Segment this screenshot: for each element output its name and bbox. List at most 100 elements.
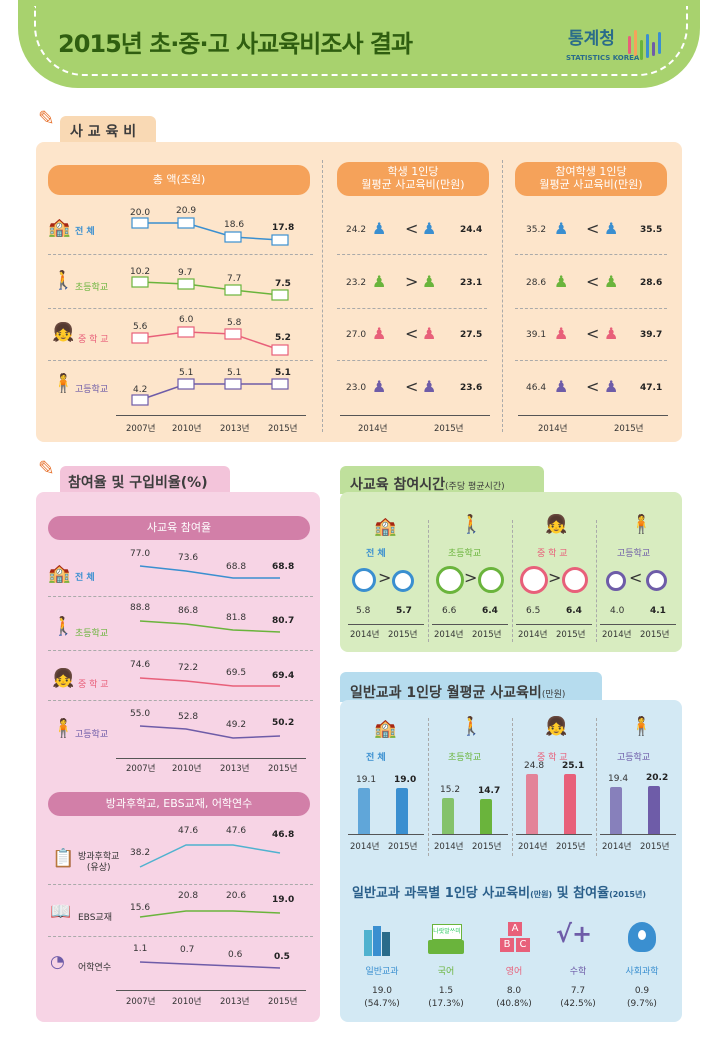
high-student-icon: 🧍	[630, 716, 653, 737]
participant-2014: 28.6	[526, 278, 547, 288]
ebs-book-icon: 📖	[50, 902, 72, 922]
total-value: 6.0	[179, 315, 194, 325]
school-icon: 🏫	[374, 718, 397, 739]
total-value: 20.0	[130, 208, 151, 218]
participant-2015: 28.6	[640, 278, 663, 288]
general-bar-label: 19.1	[356, 775, 377, 786]
subject-rate: (17.3%)	[428, 999, 464, 1009]
clock-icon	[392, 570, 414, 592]
student-2015: 27.5	[460, 330, 483, 340]
subject-title: 일반교과 과목별 1인당 사교육비(만원) 및 참여율(2015년)	[352, 886, 647, 901]
school-icon: 🏫	[374, 516, 397, 537]
rate-value: 88.8	[130, 603, 151, 613]
time-value: 6.5	[526, 606, 541, 616]
year-label: 2015년	[640, 842, 670, 852]
middle-student-icon: 👧	[545, 514, 568, 535]
general-tab	[340, 672, 602, 702]
general-bar	[610, 787, 622, 834]
row-label-elementary: 초등학교	[75, 629, 109, 639]
compare-sign: >	[464, 568, 478, 587]
general-bar-label: 14.7	[478, 785, 501, 796]
header-banner	[18, 0, 700, 88]
compare-sign: <	[586, 324, 600, 343]
logo-subtitle: STATISTICS KOREA	[566, 54, 640, 62]
year-label: 2014년	[358, 424, 388, 434]
time-value: 5.8	[356, 606, 371, 616]
row-label-middle: 중 학 교	[78, 680, 109, 690]
subject-value: 8.0	[506, 986, 522, 996]
row-label-ebs: EBS교재	[78, 913, 112, 923]
purchase-value: 47.6	[226, 826, 247, 836]
spend-section-title: 사 교 육 비	[70, 124, 137, 140]
row-label-total: 전 체	[75, 573, 95, 583]
rate-value: 52.8	[178, 712, 199, 722]
row-label-elementary: 초등학교	[75, 283, 109, 293]
participant-2014: 46.4	[526, 383, 547, 393]
compare-sign: <	[586, 377, 600, 396]
clock-icon	[646, 570, 667, 591]
student-icon: ♟	[372, 272, 387, 291]
participant-header: 참여학생 1인당 월평균 사교육비(만원)	[515, 162, 667, 196]
high-student-icon: 🧍	[52, 718, 75, 739]
year-label: 2014년	[434, 842, 464, 852]
participation-header: 사교육 참여율	[48, 516, 310, 540]
group-label-middle: 중 학 교	[537, 549, 568, 559]
total-value: 5.1	[227, 368, 242, 378]
subject-rate: (40.8%)	[496, 999, 532, 1009]
purchase-value: 1.1	[133, 944, 148, 954]
total-value: 5.6	[133, 322, 148, 332]
year-label: 2015년	[268, 764, 298, 774]
participant-2014: 39.1	[526, 330, 547, 340]
subject-value: 7.7	[570, 986, 586, 996]
total-value: 10.2	[130, 267, 151, 277]
clock-icon	[436, 566, 464, 594]
books-icon	[364, 926, 398, 956]
year-label: 2015년	[472, 842, 502, 852]
student-icon: ♟	[554, 377, 569, 396]
general-bar-label: 25.1	[562, 760, 585, 771]
general-bar	[480, 798, 492, 834]
general-bar	[648, 785, 660, 834]
logo-name: 통계청	[568, 29, 615, 49]
time-value: 6.4	[482, 606, 498, 616]
year-label: 2015년	[556, 842, 586, 852]
year-label: 2015년	[556, 630, 586, 640]
student-2014: 24.2	[346, 225, 367, 235]
row-label-high: 고등학교	[75, 385, 109, 395]
participant-2015: 35.5	[640, 225, 663, 235]
student-2015: 23.6	[460, 383, 483, 393]
year-label: 2014년	[518, 630, 548, 640]
total-value: 9.7	[178, 268, 193, 278]
general-bar	[442, 797, 454, 834]
general-panel	[340, 700, 682, 1022]
year-label: 2013년	[220, 424, 250, 434]
rate-section-title: 참여율 및 구입비율(%)	[68, 475, 208, 491]
clock-icon	[606, 571, 626, 591]
rate-value: 55.0	[130, 709, 151, 719]
group-label-elementary: 초등학교	[448, 549, 482, 559]
time-value: 4.1	[650, 606, 666, 616]
year-label: 2015년	[388, 630, 418, 640]
clock-icon	[562, 567, 588, 593]
elementary-student-icon: 🚶	[460, 514, 483, 535]
student-2015: 24.4	[460, 225, 483, 235]
subject-name: 국어	[437, 967, 455, 977]
participant-2014: 35.2	[526, 225, 547, 235]
purchase-value: 46.8	[272, 830, 295, 840]
student-2014: 27.0	[346, 330, 367, 340]
head-bulb-icon	[628, 922, 656, 952]
total-value: 5.8	[227, 318, 242, 328]
compare-sign: <	[405, 324, 419, 343]
rate-panel	[36, 492, 320, 1022]
student-icon: ♟	[554, 324, 569, 343]
high-student-icon: 🧍	[630, 514, 653, 535]
math-icon: √+	[556, 920, 593, 948]
middle-student-icon: 👧	[52, 322, 75, 343]
general-bar-label: 20.2	[646, 772, 669, 783]
student-icon: ♟	[372, 377, 387, 396]
subject-rate: (54.7%)	[364, 999, 400, 1009]
purchase-value: 20.6	[226, 891, 247, 901]
middle-student-icon: 👧	[52, 668, 75, 689]
student-2015: 23.1	[460, 278, 483, 288]
